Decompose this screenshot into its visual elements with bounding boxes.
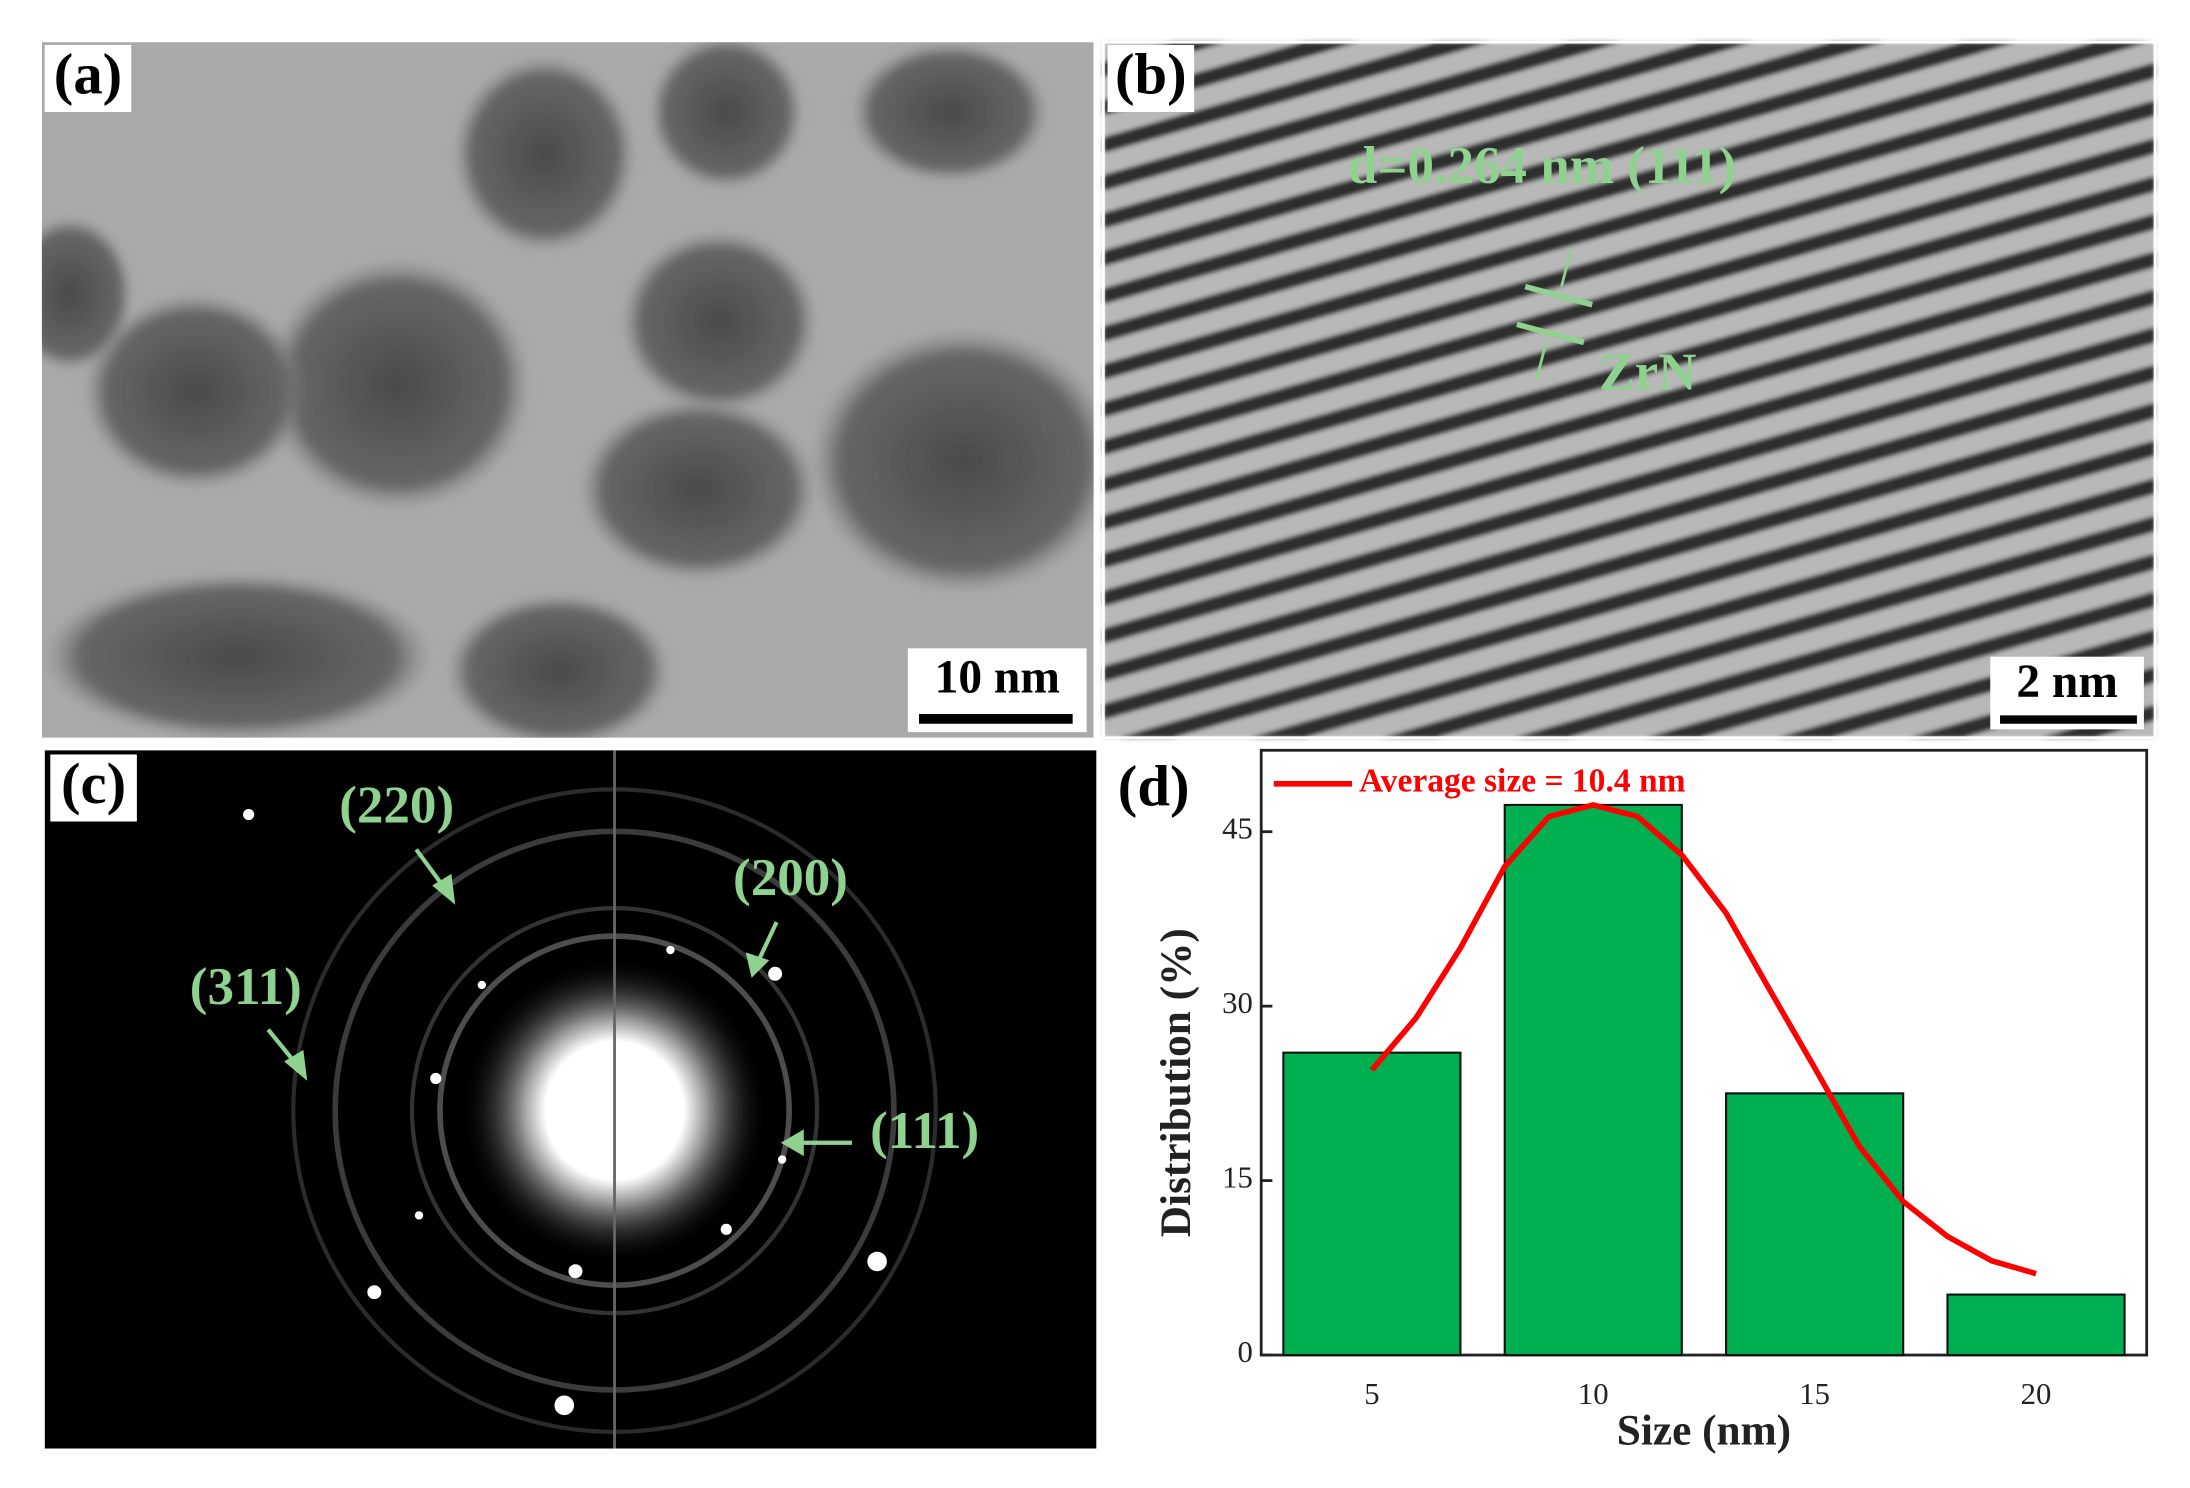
panel-label: (d) (1118, 754, 1190, 819)
spacing-marker (1516, 248, 1593, 381)
panel-label: (a) (54, 41, 122, 106)
label-box (50, 754, 137, 822)
fit-line (1369, 802, 2037, 1277)
x-tick-label: 10 (1578, 1377, 1609, 1411)
frame (1101, 40, 2157, 740)
scale-bar-label: 10 nm (935, 652, 1060, 704)
panel-a: (a) 10 nm (41, 41, 1094, 738)
annotation: ZrN (1599, 344, 1696, 402)
panel-b: (b) d=0.264 nm (111) ZrN 2 nm (1101, 40, 2157, 740)
annotation: d=0.264 nm (111) (1348, 137, 1736, 195)
x-tick-label: 15 (1799, 1377, 1830, 1411)
bar (1282, 1051, 1462, 1357)
spots (243, 808, 887, 1416)
y-tick-label: 45 (1222, 812, 1253, 846)
panel-d: (d) Size (nm) Distribution (%) 0 15 30 45 5 1… (1118, 748, 2149, 1455)
scale-bar (919, 713, 1073, 724)
y-tick-label: 30 (1222, 986, 1253, 1020)
x-tick-label: 5 (1364, 1377, 1379, 1411)
bar (1946, 1293, 2126, 1357)
x-axis-label: Size (nm) (1617, 1407, 1791, 1455)
annotation: (220) (339, 777, 454, 835)
scale-bar-label: 2 nm (2016, 656, 2118, 708)
annotation: (200) (733, 849, 848, 907)
panel-c: (c) (220) (200) (311) (111) (44, 750, 1097, 1449)
legend-label: Average size = 10.4 nm (1359, 762, 1686, 799)
label-box (44, 44, 132, 113)
annotation: (311) (190, 958, 302, 1016)
scale-bar (2000, 715, 2137, 724)
nanoparticles (41, 42, 1094, 738)
panel-label: (b) (1115, 41, 1187, 106)
bar (1725, 1092, 1905, 1357)
y-tick-label: 0 (1237, 1335, 1252, 1369)
panel-label: (c) (61, 751, 126, 816)
arrows (266, 848, 852, 1157)
annotation: (111) (870, 1102, 979, 1160)
y-tick-label: 15 (1222, 1161, 1253, 1195)
hrtem-image (1103, 42, 2156, 738)
y-axis-label: Distribution (%) (1152, 928, 1200, 1237)
label-box (1107, 44, 1195, 113)
x-tick-label: 20 (2021, 1377, 2052, 1411)
bar (1503, 803, 1683, 1357)
